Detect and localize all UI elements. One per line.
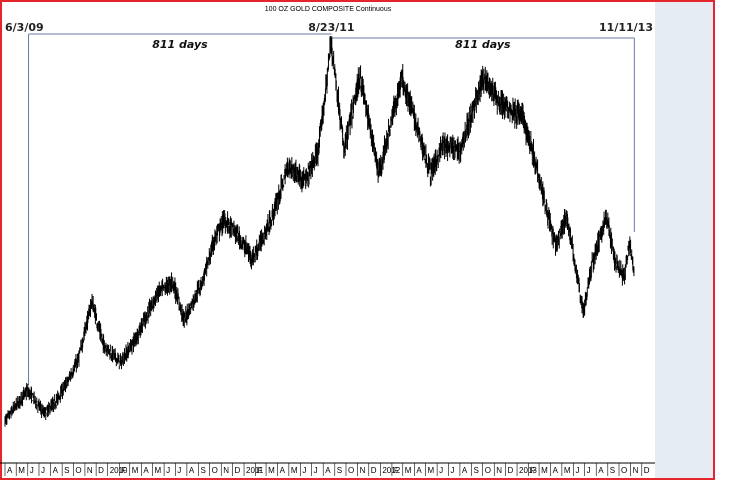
x-tick-label: A xyxy=(462,466,468,475)
x-tick-label: D xyxy=(507,466,513,475)
x-tick-label: J xyxy=(30,466,34,475)
x-tick-label: F xyxy=(121,466,126,475)
ohlc-series xyxy=(5,36,634,427)
x-tick-label: J xyxy=(302,466,306,475)
x-tick-label: J xyxy=(587,466,591,475)
x-tick-label: N xyxy=(87,466,93,475)
x-tick-label: J xyxy=(575,466,579,475)
x-tick-label: S xyxy=(473,466,478,475)
x-tick-label: A xyxy=(7,466,13,475)
x-tick-label: A xyxy=(416,466,422,475)
x-tick-label: M xyxy=(132,466,139,475)
x-tick-label: M xyxy=(291,466,298,475)
x-tick-label: J xyxy=(439,466,443,475)
date-annotation: 11/11/13 xyxy=(599,21,653,34)
x-tick-label: S xyxy=(200,466,205,475)
x-tick-label: O xyxy=(485,466,491,475)
x-tick-label: O xyxy=(621,466,627,475)
x-tick-label: M xyxy=(268,466,275,475)
x-tick-label: D xyxy=(371,466,377,475)
x-tick-label: A xyxy=(553,466,559,475)
x-tick-label: J xyxy=(177,466,181,475)
x-tick-label: S xyxy=(64,466,69,475)
x-tick-label: M xyxy=(428,466,435,475)
x-tick-label: S xyxy=(610,466,615,475)
x-tick-label: F xyxy=(531,466,536,475)
span-label: 811 days xyxy=(455,38,511,51)
x-tick-label: J xyxy=(450,466,454,475)
x-tick-label: F xyxy=(394,466,399,475)
date-annotation: 8/23/11 xyxy=(308,21,354,34)
x-tick-label: M xyxy=(18,466,25,475)
x-tick-label: D xyxy=(98,466,104,475)
x-tick-label: A xyxy=(143,466,149,475)
x-tick-label: N xyxy=(633,466,639,475)
x-tick-label: S xyxy=(337,466,342,475)
x-tick-label: A xyxy=(189,466,195,475)
x-tick-label: M xyxy=(405,466,412,475)
span-label: 811 days xyxy=(152,38,208,51)
x-tick-label: J xyxy=(314,466,318,475)
x-tick-label: F xyxy=(258,466,263,475)
x-tick-label: A xyxy=(325,466,331,475)
x-tick-label: O xyxy=(75,466,81,475)
x-tick-label: A xyxy=(53,466,59,475)
x-tick-label: J xyxy=(41,466,45,475)
x-tick-label: M xyxy=(541,466,548,475)
chart-title: 100 OZ GOLD COMPOSITE Continuous xyxy=(265,6,392,13)
x-tick-label: M xyxy=(155,466,162,475)
x-tick-label: A xyxy=(280,466,286,475)
x-tick-label: D xyxy=(234,466,240,475)
x-tick-label: N xyxy=(496,466,502,475)
x-tick-label: D xyxy=(644,466,650,475)
date-annotation: 6/3/09 xyxy=(5,21,44,34)
x-tick-label: O xyxy=(348,466,354,475)
annotation-layer: 6/3/09 8/23/11 11/11/13 811 days 811 days xyxy=(5,21,653,385)
x-tick-label: J xyxy=(166,466,170,475)
x-tick-label: N xyxy=(223,466,229,475)
x-tick-label: M xyxy=(564,466,571,475)
x-tick-label: N xyxy=(360,466,366,475)
x-tick-label: A xyxy=(598,466,604,475)
x-tick-label: O xyxy=(212,466,218,475)
